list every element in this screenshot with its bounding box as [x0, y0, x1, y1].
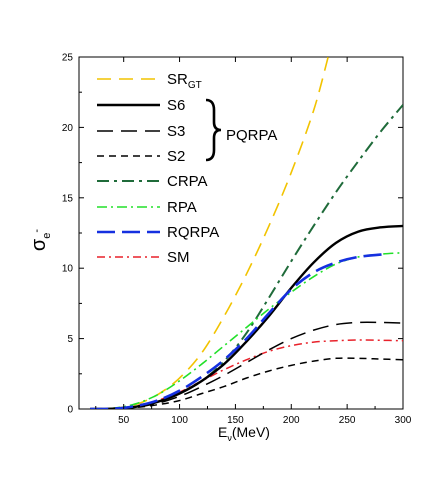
series-line-sm [90, 339, 403, 409]
legend-label-main: S6 [167, 97, 185, 114]
legend-label-rpa: RPA [167, 199, 197, 216]
y-axis-title-sub: e [41, 233, 53, 239]
y-tick-label: 20 [62, 123, 74, 134]
x-axis-title-rest: (MeV) [232, 424, 270, 440]
legend-label-main: S2 [167, 148, 185, 165]
legend-label-crpa: CRPA [167, 173, 208, 190]
legend-item-s2: S2 [97, 148, 185, 165]
x-tick-label: 250 [339, 415, 356, 426]
y-tick-label: 25 [62, 53, 74, 64]
x-axis-title: Eν(MeV) [218, 424, 270, 443]
x-tick-label: 300 [395, 415, 412, 426]
y-axis-title: σe- [28, 229, 53, 251]
y-tick-label: 10 [62, 264, 74, 275]
legend-item-rqrpa: RQRPA [97, 224, 219, 241]
legend-label-rqrpa: RQRPA [167, 224, 219, 241]
ticks-layer: 50 100 150 200 250 300 0 5 10 15 20 25 [62, 53, 412, 427]
legend-label-srgt: SRGT [167, 71, 202, 91]
series-line-s6 [90, 224, 403, 409]
legend-item-s3: S3 [97, 123, 185, 140]
series-line-rpa [90, 251, 403, 409]
group-label: PQRPA [226, 127, 277, 144]
x-tick-label: 50 [118, 415, 130, 426]
y-tick-label: 15 [62, 193, 74, 204]
y-tick-label: 5 [67, 334, 73, 345]
y-axis-title-sup: - [31, 229, 43, 233]
legend-label-s6: S6 [167, 97, 185, 114]
legend-label-main: RPA [167, 199, 197, 216]
legend-label-main: SR [167, 71, 188, 88]
series-line-s2 [90, 357, 403, 409]
legend-label-main: SM [167, 249, 190, 266]
x-axis-title-main: E [218, 424, 227, 440]
legend-item-s6: S6 [97, 97, 185, 114]
y-axis-title-main: σ [28, 238, 50, 251]
y-tick-label: 0 [67, 405, 73, 416]
legend-item-rpa: RPA [97, 199, 197, 216]
legend-label-s2: S2 [167, 148, 185, 165]
x-tick-label: 200 [283, 415, 300, 426]
legend-label-main: RQRPA [167, 224, 219, 241]
legend-label-main: S3 [167, 123, 185, 140]
series-layer [90, 57, 403, 409]
series-line-s3 [90, 321, 403, 409]
legend-item-srgt: SRGT [97, 71, 202, 91]
legend-item-crpa: CRPA [97, 173, 208, 190]
x-axis-title-sub: ν [227, 433, 232, 443]
legend-label-sub: GT [188, 80, 202, 91]
legend-label-sm: SM [167, 249, 190, 266]
series-line-rqrpa [90, 252, 387, 409]
x-tick-label: 100 [171, 415, 188, 426]
brace-icon [205, 98, 222, 162]
legend-label-s3: S3 [167, 123, 185, 140]
legend-label-main: CRPA [167, 173, 208, 190]
x-tick-label: 150 [227, 415, 244, 426]
series-line-srgt [90, 57, 329, 409]
legend-item-sm: SM [97, 249, 190, 266]
